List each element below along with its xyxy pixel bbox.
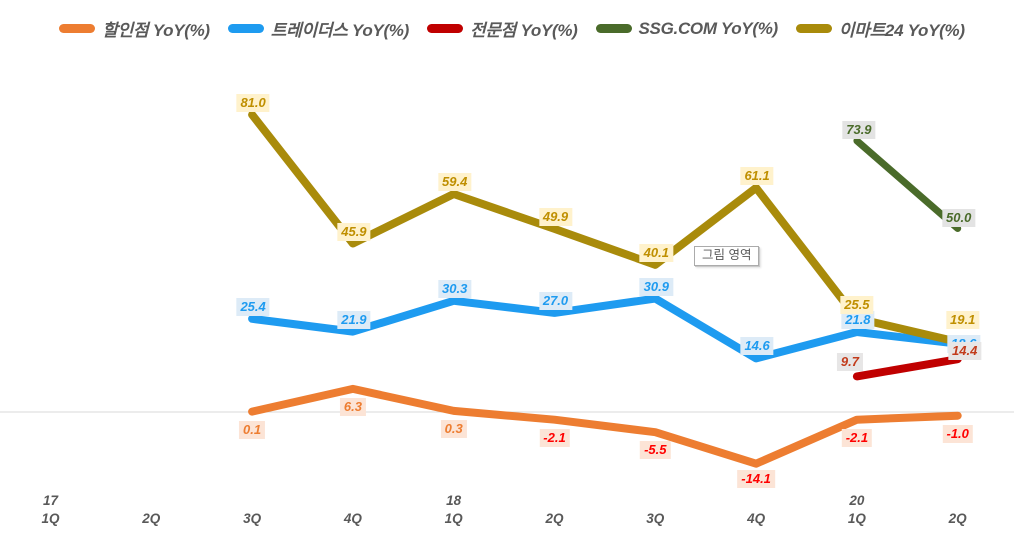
x-axis-year-label [513, 492, 597, 510]
data-label[interactable]: 14.6 [740, 337, 774, 356]
x-axis-quarter-label: 4Q [747, 511, 766, 526]
legend-item-label: 할인점 YoY(%) [102, 21, 210, 40]
x-axis-quarter-label: 3Q [646, 511, 665, 526]
data-label[interactable]: 21.9 [337, 310, 371, 329]
x-axis-year-label: 17 [42, 493, 59, 508]
data-label[interactable]: 6.3 [339, 397, 366, 416]
data-label[interactable]: -2.1 [539, 428, 570, 447]
x-axis-quarter-label: 1Q [41, 511, 60, 526]
x-axis-label[interactable]: 4Q [714, 492, 798, 528]
x-axis-year-label [311, 492, 395, 510]
data-label[interactable]: 59.4 [438, 173, 472, 191]
legend-item-0[interactable]: 할인점 YoY(%) [59, 16, 210, 41]
legend-item-3[interactable]: SSG.COM YoY(%) [595, 18, 779, 39]
x-axis-year-label [613, 492, 697, 510]
x-axis-year-label: 20 [849, 493, 865, 508]
data-label[interactable]: -14.1 [737, 469, 775, 488]
legend-item-4[interactable]: 이마트24 YoY(%) [795, 16, 965, 41]
data-label[interactable]: 9.7 [836, 353, 863, 372]
x-axis-label[interactable]: 3Q [613, 492, 697, 528]
data-label[interactable]: 19.1 [946, 310, 980, 329]
x-axis-quarter-label: 3Q [243, 511, 262, 526]
x-axis-label[interactable]: 4Q [311, 492, 395, 528]
data-label[interactable]: 50.0 [942, 208, 976, 227]
data-label[interactable]: -1.0 [942, 424, 973, 443]
x-axis-year-label [916, 492, 1000, 510]
data-label[interactable]: 0.3 [440, 419, 467, 438]
plot-area-tooltip: 그림 영역 [694, 246, 760, 266]
x-axis-quarter-label: 2Q [948, 511, 967, 526]
legend-line-marker-icon [427, 24, 463, 33]
series-line-2[interactable] [852, 355, 962, 381]
data-label[interactable]: 27.0 [538, 291, 573, 310]
data-label[interactable]: 21.8 [841, 310, 875, 329]
series-line-3[interactable] [853, 137, 962, 232]
legend-item-1[interactable]: 트레이더스 YoY(%) [227, 16, 410, 41]
data-label[interactable]: 25.5 [840, 296, 874, 315]
data-label[interactable]: 30.3 [438, 279, 472, 298]
data-label[interactable]: 61.1 [740, 166, 774, 185]
data-label[interactable]: 0.1 [239, 420, 266, 439]
x-axis-quarter-label: 1Q [444, 511, 463, 526]
legend-item-2[interactable]: 전문점 YoY(%) [427, 16, 578, 41]
legend-item-label: SSG.COM YoY(%) [638, 18, 779, 38]
x-axis-quarter-label: 2Q [142, 511, 161, 526]
legend-line-marker-icon [595, 24, 632, 33]
x-axis-year-label [210, 492, 294, 510]
x-axis-label[interactable]: 2Q [109, 492, 193, 528]
series-line-0[interactable] [248, 384, 962, 468]
legend-item-label: 전문점 YoY(%) [470, 21, 578, 40]
data-label[interactable]: 14.4 [948, 342, 982, 361]
legend-line-marker-icon [59, 24, 96, 33]
x-axis-quarter-label: 4Q [343, 511, 362, 526]
x-axis-label[interactable]: 3Q [210, 492, 294, 528]
legend-item-label: 이마트24 YoY(%) [838, 21, 965, 40]
x-axis-quarter-label: 2Q [545, 511, 564, 526]
data-label[interactable]: -2.1 [841, 428, 873, 447]
legend-item-label: 트레이더스 YoY(%) [270, 21, 410, 40]
x-axis-year-label [714, 492, 798, 510]
x-axis-year-label [109, 492, 193, 510]
legend-line-marker-icon [227, 24, 264, 33]
x-axis-label[interactable]: 17 1Q [9, 492, 93, 528]
data-label[interactable]: 40.1 [639, 243, 673, 262]
data-label[interactable]: -5.5 [640, 441, 671, 460]
x-axis-label[interactable]: 2Q [513, 492, 597, 528]
data-label[interactable]: 45.9 [337, 222, 371, 241]
data-label[interactable]: 25.4 [236, 297, 270, 316]
x-axis-label[interactable]: 20 1Q [815, 492, 899, 528]
data-label[interactable]: 49.9 [538, 207, 573, 226]
data-label[interactable]: 73.9 [842, 120, 876, 139]
x-axis-label[interactable]: 2Q [916, 492, 1000, 528]
x-axis-year-label: 18 [446, 493, 462, 508]
data-label[interactable]: 30.9 [639, 277, 673, 296]
data-label[interactable]: 81.0 [236, 93, 270, 112]
x-axis-quarter-label: 1Q [847, 511, 866, 526]
chart-legend: 할인점 YoY(%) 트레이더스 YoY(%) 전문점 YoY(%) SSG.COM … [0, 16, 1024, 41]
legend-line-marker-icon [795, 24, 832, 33]
x-axis-label[interactable]: 18 1Q [412, 492, 496, 528]
